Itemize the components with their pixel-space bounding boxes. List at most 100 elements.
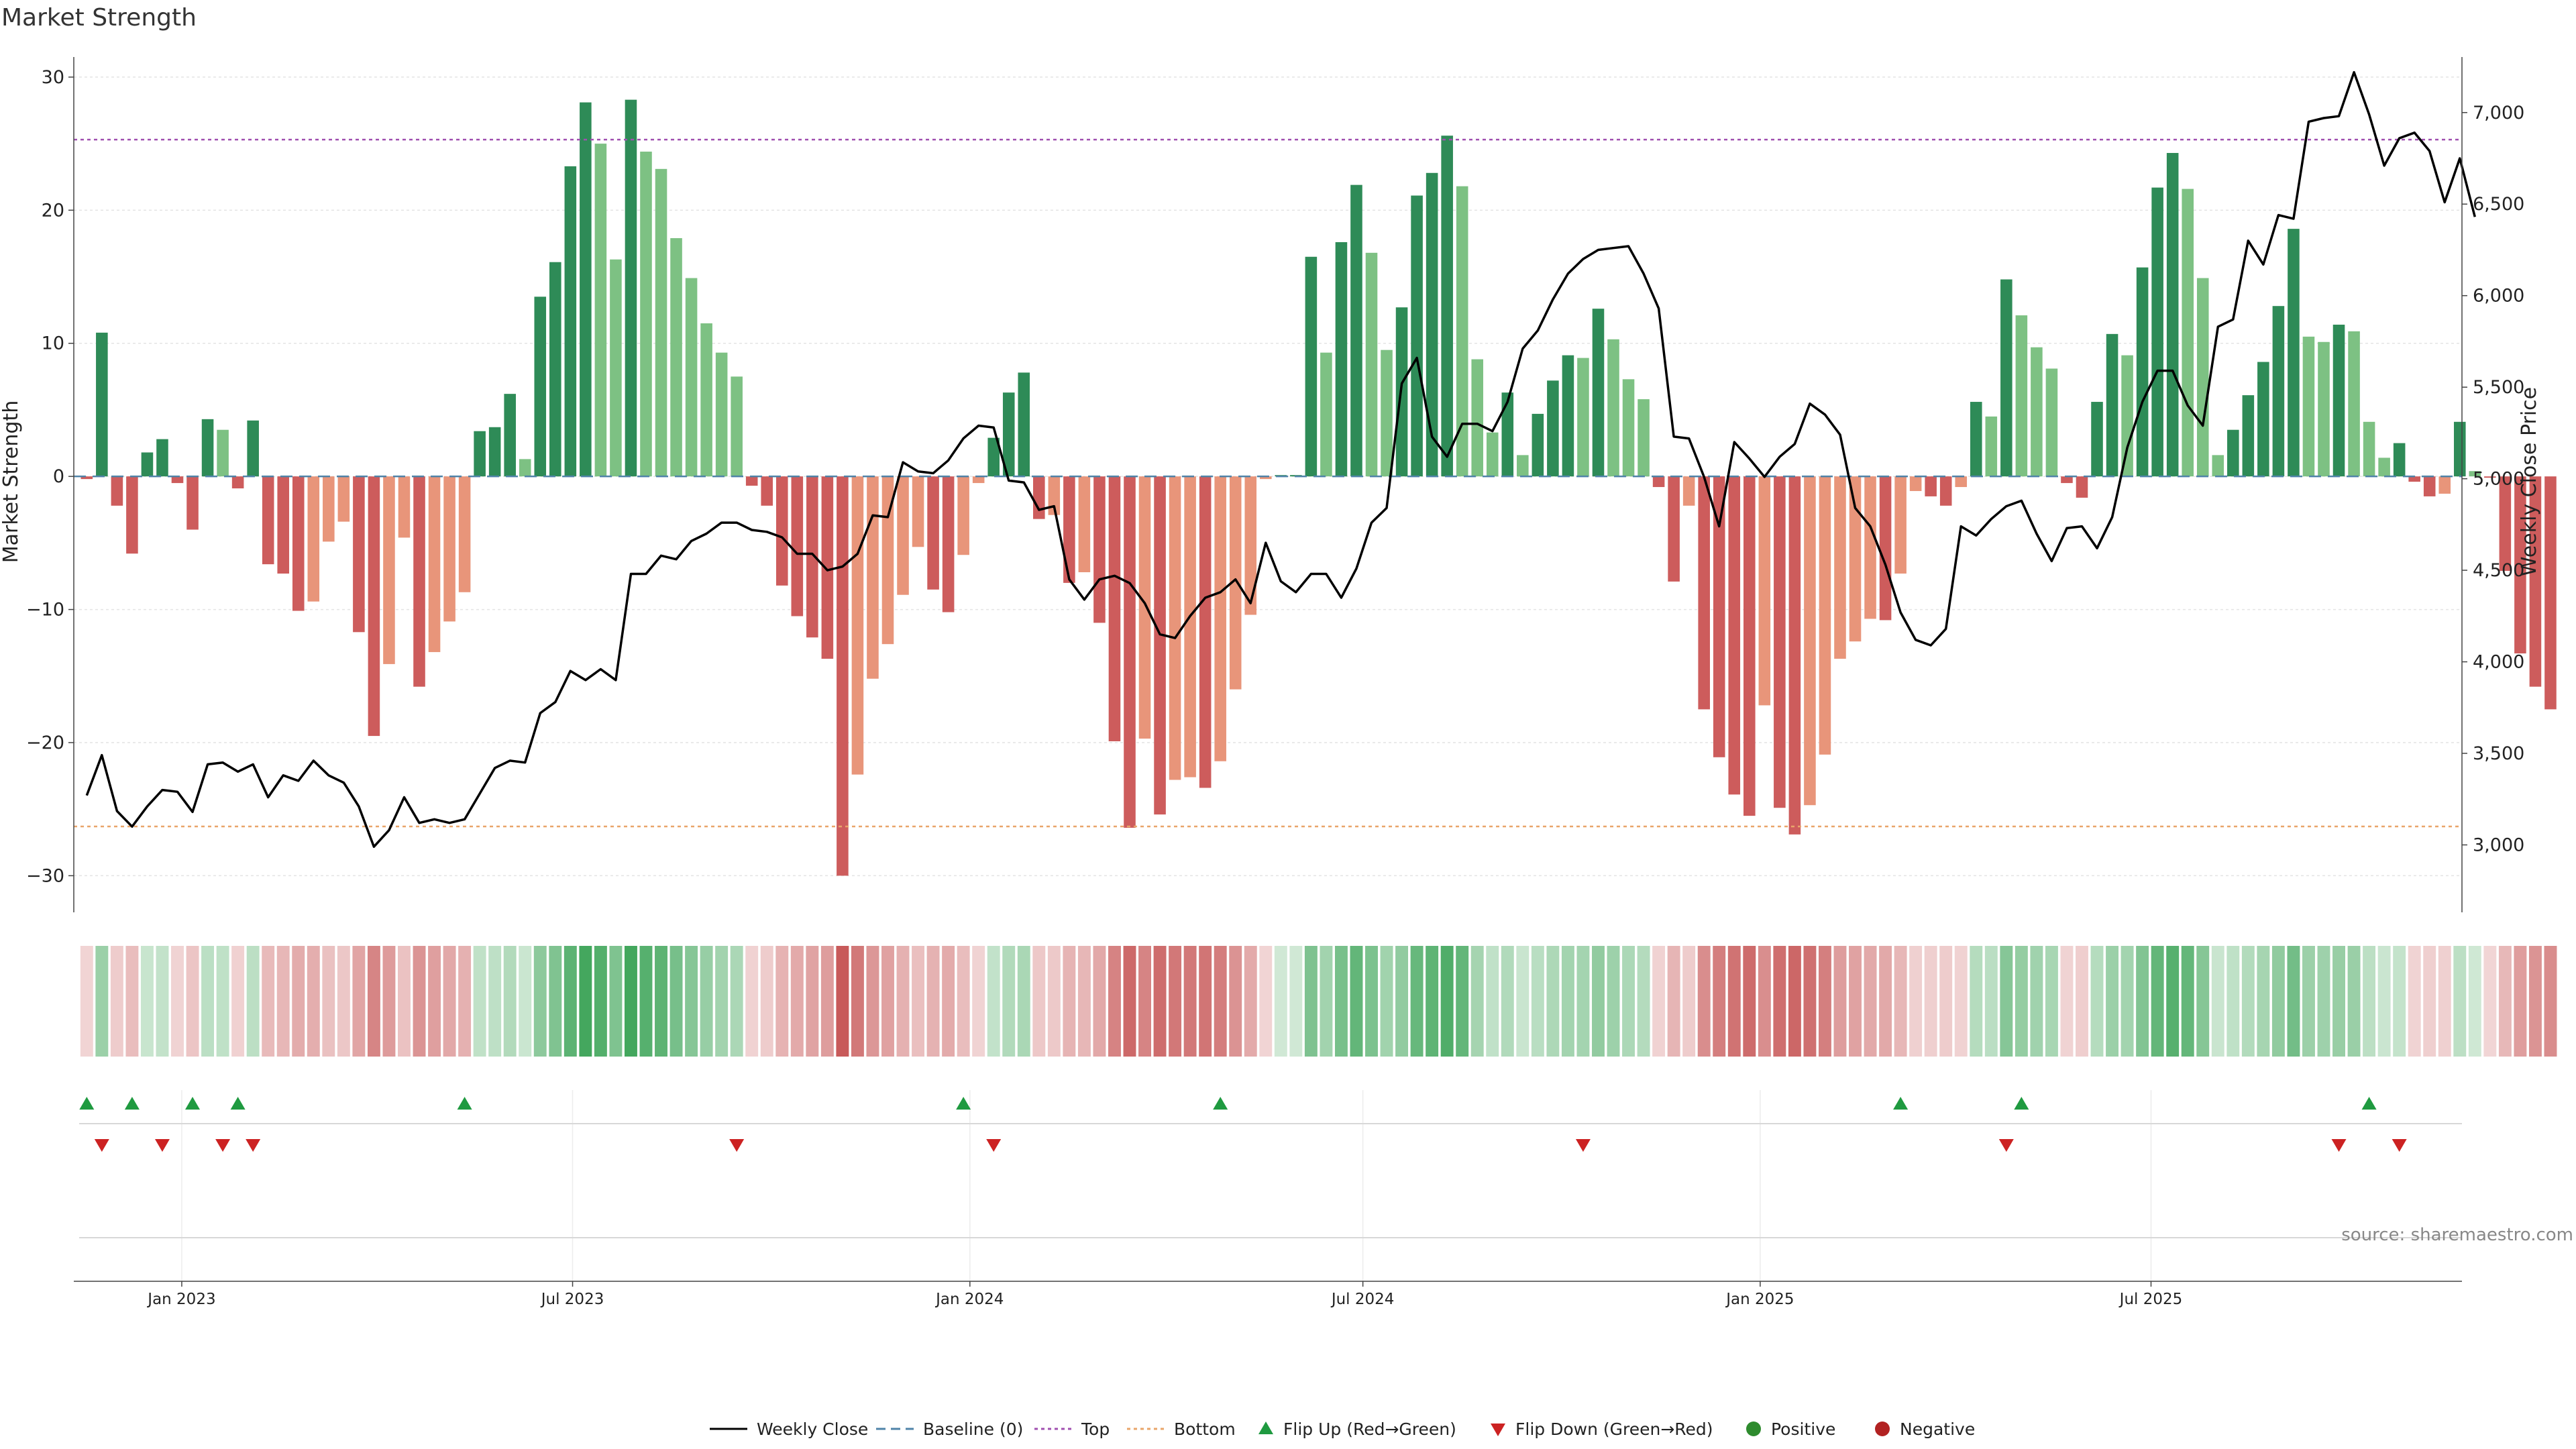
strength-bar (2031, 347, 2043, 477)
flip-down-marker (1998, 1139, 2014, 1152)
strength-bar (2453, 421, 2466, 477)
y-tick-label: 30 (42, 67, 64, 88)
strength-bar (957, 476, 969, 555)
strength-bar (1804, 476, 1816, 806)
heatstrip-cell (2136, 946, 2149, 1057)
strength-bar (2136, 267, 2149, 477)
heatstrip-cell (1713, 946, 1726, 1057)
heatstrip-cell (367, 946, 380, 1057)
heatstrip-cell (443, 946, 456, 1057)
strength-bar (2408, 476, 2420, 482)
strength-bar (972, 476, 985, 484)
heatstrip-cell (1924, 946, 1937, 1057)
strength-bar (670, 238, 682, 477)
heatstrip-cell (382, 946, 396, 1057)
strength-bar (504, 394, 516, 477)
heatstrip-cell (987, 946, 1000, 1057)
heatstrip-cell (2514, 946, 2527, 1057)
strength-bar (1682, 476, 1695, 506)
heatstrip-cell (2377, 946, 2391, 1057)
heatstrip-cell (1849, 946, 1862, 1057)
strength-bar (821, 476, 834, 659)
legend-swatch (1258, 1421, 1273, 1434)
strength-bar (1638, 399, 1650, 477)
heatstrip-cell (1833, 946, 1847, 1057)
heatstrip-cell (2121, 946, 2134, 1057)
heatstrip-cell (322, 946, 335, 1057)
strength-bar (1063, 476, 1075, 583)
heatstrip-cell (1697, 946, 1711, 1057)
legend-swatch (1746, 1421, 1761, 1436)
strength-bar (2318, 341, 2330, 477)
strength-bar (353, 476, 365, 633)
strength-bar (2166, 153, 2179, 477)
strength-bar (2332, 324, 2345, 477)
heatstrip-cell (926, 946, 940, 1057)
x-tick-label: Jul 2025 (2118, 1291, 2183, 1308)
strength-bar (1834, 476, 1846, 659)
strength-bar (881, 476, 894, 645)
heatstrip-cell (685, 946, 698, 1057)
strength-bar (1320, 352, 1332, 477)
strength-bar (2423, 476, 2436, 496)
x-tick-label: Jan 2024 (934, 1291, 1004, 1308)
flip-up-marker (1893, 1097, 1909, 1110)
flip-down-marker (215, 1139, 231, 1152)
strength-heatstrip (80, 946, 2557, 1057)
strength-bar (987, 437, 1000, 477)
heatstrip-cell (1259, 946, 1273, 1057)
strength-bar (1078, 476, 1091, 573)
strength-bar (2151, 187, 2163, 477)
strength-bar (2514, 476, 2526, 654)
strength-bar (1229, 476, 1242, 690)
heatstrip-cell (125, 946, 139, 1057)
strength-bar (1607, 339, 1619, 477)
strength-bar (1743, 476, 1756, 816)
x-tick-label: Jan 2023 (146, 1291, 215, 1308)
heatstrip-cell (1410, 946, 1424, 1057)
heatstrip-cell (2498, 946, 2512, 1057)
heatstrip-cell (1909, 946, 1923, 1057)
strength-bar (1713, 476, 1725, 757)
price-line-group (85, 70, 2476, 848)
strength-bar (867, 476, 879, 679)
heatstrip-cell (2393, 946, 2406, 1057)
heatstrip-cell (413, 946, 426, 1057)
y-tick-label: 0 (53, 466, 64, 487)
strength-bar (655, 168, 667, 477)
heatstrip-cell (2483, 946, 2497, 1057)
x-tick-label: Jul 2024 (1330, 1291, 1395, 1308)
heatstrip-cell (1304, 946, 1318, 1057)
strength-bar (2182, 189, 2194, 477)
flip-down-marker (2392, 1139, 2407, 1152)
heatstrip-cell (2106, 946, 2119, 1057)
heatstrip-cell (1093, 946, 1106, 1057)
heatstrip-cell (1032, 946, 1046, 1057)
legend-label: Negative (1900, 1419, 1975, 1439)
strength-bar (851, 476, 864, 775)
strength-bar (700, 323, 712, 477)
y2-tick-label: 6,000 (2473, 286, 2524, 307)
strength-bar (927, 476, 939, 590)
flip-down-marker (94, 1139, 109, 1152)
heatstrip-cell (488, 946, 502, 1057)
strength-bar (428, 476, 441, 653)
flip-up-marker (1213, 1097, 1228, 1110)
strength-bar (141, 452, 154, 477)
strength-bar (2544, 476, 2557, 710)
heatstrip-cell (1894, 946, 1907, 1057)
heatstrip-cell (760, 946, 773, 1057)
strength-bar (2257, 362, 2269, 477)
heatstrip-cell (2257, 946, 2270, 1057)
strength-bar (2363, 421, 2375, 477)
strength-bar (942, 476, 955, 612)
heatstrip-cell (549, 946, 562, 1057)
strength-bar (1365, 252, 1378, 477)
y2-tick-label: 3,500 (2473, 743, 2524, 764)
heatstrip-cell (2302, 946, 2315, 1057)
strength-bar (731, 376, 743, 477)
strength-bar (247, 420, 259, 477)
heatstrip-cell (624, 946, 637, 1057)
heatstrip-cell (1426, 946, 1439, 1057)
strength-bar (2529, 476, 2542, 687)
